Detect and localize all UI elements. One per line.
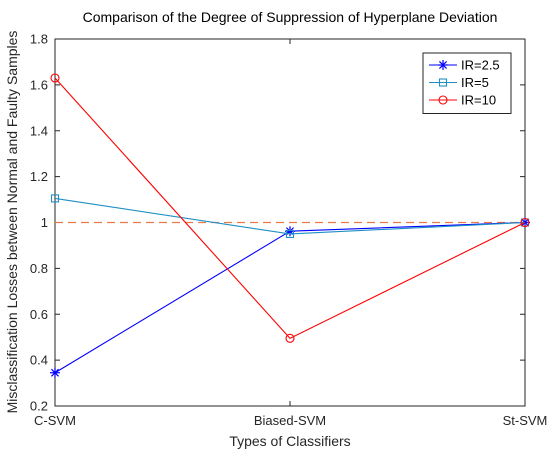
- data-point: [285, 333, 295, 343]
- y-tick-label: 1.2: [30, 169, 48, 184]
- data-point: [520, 217, 530, 228]
- legend-marker: [438, 95, 448, 105]
- y-tick-label: 1.4: [30, 123, 48, 138]
- chart-title: Comparison of the Degree of Suppression …: [83, 9, 498, 25]
- legend-item: IR=2.5: [429, 58, 500, 73]
- plot-area: 0.2 0.4 0.6 0.8 1 1.2 1.4 1.6 1.8 C-SVM Biased-SVM…: [30, 32, 547, 429]
- y-tick-label: 1.8: [30, 32, 48, 47]
- legend-item: IR=10: [429, 93, 496, 108]
- y-tick-label: 0.6: [30, 307, 48, 322]
- legend-marker: [438, 60, 448, 70]
- y-tick-label: 1: [41, 215, 48, 230]
- y-tick-label: 0.4: [30, 353, 48, 368]
- y-axis-title: Misclassification Losses between Normal …: [4, 31, 20, 414]
- x-tick-label: C-SVM: [34, 413, 76, 428]
- legend-label: IR=2.5: [461, 58, 500, 73]
- data-point: [50, 73, 60, 83]
- legend-box: [422, 52, 512, 114]
- x-tick-label: St-SVM: [503, 413, 548, 428]
- legend-marker: [438, 78, 448, 87]
- legend-label: IR=10: [461, 93, 496, 108]
- legend: IR=2.5 IR=5 IR=10: [422, 52, 512, 114]
- y-tick-label: 0.8: [30, 261, 48, 276]
- series-line: [54, 197, 526, 235]
- series-line: [54, 77, 526, 340]
- data-point: [50, 194, 60, 203]
- legend-label: IR=5: [461, 75, 489, 90]
- data-point: [50, 367, 60, 378]
- series-IR=10: [50, 73, 530, 343]
- x-axis-title: Types of Classifiers: [229, 433, 350, 449]
- x-tick-label: Biased-SVM: [254, 413, 326, 428]
- y-tick-label: 1.6: [30, 77, 48, 92]
- data-point: [285, 229, 295, 239]
- y-tick-label: 0.2: [30, 399, 48, 414]
- legend-item: IR=5: [429, 75, 489, 90]
